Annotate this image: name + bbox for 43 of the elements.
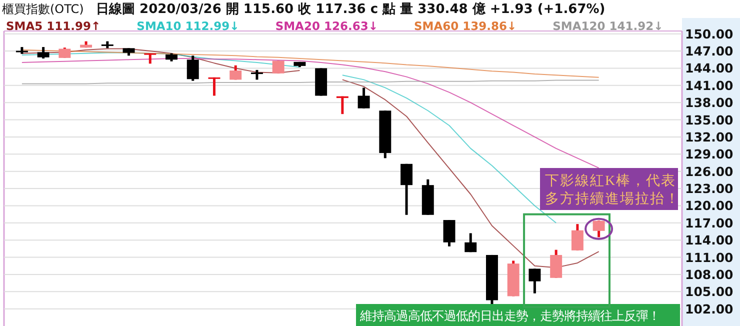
y-tick-label: 135.00 — [685, 112, 734, 128]
candlestick — [58, 46, 71, 60]
y-tick-label: 132.00 — [685, 129, 734, 144]
text: SMA20 126.63↓ — [275, 19, 378, 33]
y-tick-label: 147.00 — [685, 44, 734, 59]
candlestick — [528, 267, 541, 295]
y-tick-label: 120.00 — [685, 198, 734, 214]
candlestick — [443, 218, 456, 248]
candlestick — [550, 248, 562, 280]
candlestick — [592, 219, 605, 238]
text: SMA60 139.86↓ — [414, 19, 517, 33]
y-tick-label: 108.00 — [685, 266, 734, 282]
series-label: SMA5 111.99↑ — [6, 19, 101, 33]
y-tick-label: 150.00 — [685, 26, 734, 42]
series-label: SMA10 112.99↓ — [136, 19, 240, 33]
y-tick-label: 117.00 — [685, 215, 734, 230]
candlestick — [186, 54, 199, 82]
chart-title: 櫃買指數(OTC) — [2, 2, 84, 16]
y-tick-label: 123.00 — [685, 181, 734, 196]
candlestick — [208, 76, 220, 97]
annotation: 多方持續進場拉抬！ — [545, 191, 680, 207]
y-tick-label: 141.00 — [685, 78, 734, 93]
candlestick — [144, 52, 156, 65]
candlestick — [230, 64, 242, 81]
y-tick-label: 138.00 — [685, 95, 734, 110]
y-tick-label: 126.00 — [685, 164, 734, 179]
text: SMA120 141.92↓ — [552, 19, 664, 33]
candlestick — [464, 232, 477, 254]
y-tick-label: 114.00 — [685, 232, 734, 248]
candlestick — [250, 68, 263, 81]
candlestick — [272, 60, 284, 75]
candlestick — [37, 46, 50, 60]
annotation: 下影線紅K棒，代表 — [545, 173, 676, 189]
y-tick-label: 144.00 — [685, 60, 734, 76]
y-tick-label: 102.00 — [685, 301, 734, 316]
chart-subtitle: 日線圖 2020/03/26 開 115.60 收 117.36 c 點 量 330.48 億 +1.93 (+1.67%) — [96, 1, 606, 17]
y-tick-label: 129.00 — [685, 146, 734, 162]
y-tick-label: 111.00 — [685, 250, 734, 265]
y-tick-label: 105.00 — [685, 284, 734, 300]
candlestick — [358, 86, 370, 110]
annotation: 維持高過高低不過低的日出走勢，走勢將持續往上反彈！ — [359, 309, 660, 323]
candlestick — [400, 162, 413, 216]
candlestick — [571, 222, 584, 252]
